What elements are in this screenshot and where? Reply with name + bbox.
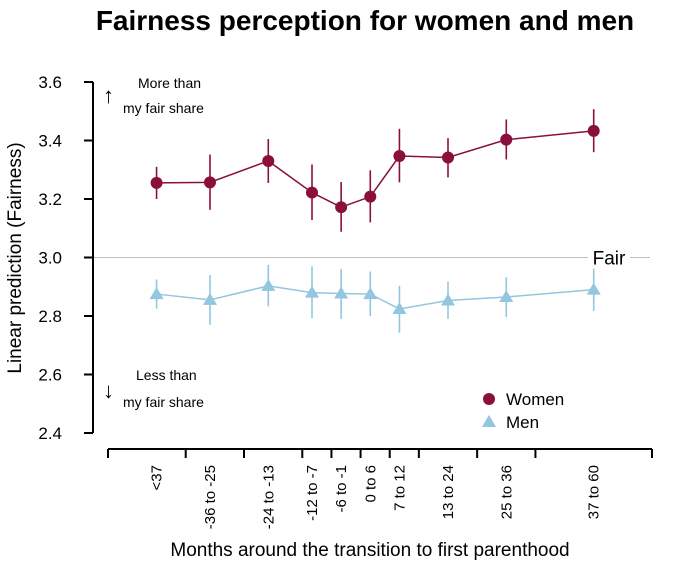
- chart-title: Fairness perception for women and men: [96, 5, 634, 36]
- x-tick-label: 37 to 60: [586, 465, 603, 519]
- y-tick-label: 2.8: [38, 307, 62, 326]
- upper-annotation-line2: my fair share: [123, 100, 204, 116]
- up-arrow-icon: ↑: [103, 83, 114, 108]
- lower-annotation: ↓ Less than my fair share: [103, 367, 204, 410]
- reference-layer: Fair: [93, 245, 650, 270]
- y-tick-label: 3.4: [38, 132, 62, 151]
- legend-marker-men: [482, 415, 496, 427]
- data-point: [364, 190, 377, 203]
- data-point: [262, 154, 275, 167]
- x-tick-label: 0 to 6: [362, 465, 379, 503]
- data-point: [335, 201, 348, 214]
- x-tick-label: 25 to 36: [498, 465, 515, 519]
- x-tick-label: 7 to 12: [391, 465, 408, 511]
- series-line-women: [156, 130, 594, 209]
- reference-label-background: [588, 245, 630, 270]
- legend-label-men: Men: [506, 413, 539, 432]
- y-axis-label: Linear prediction (Fairness): [5, 142, 26, 373]
- series-women: [150, 109, 600, 232]
- axes-layer: 2.4 2.6 2.8 3.0 3.2 3.4 3.6 <37 -36 to -25 -24 to…: [38, 73, 653, 529]
- legend-marker-women: [483, 393, 495, 405]
- data-point: [392, 301, 407, 314]
- y-tick-label: 3.0: [38, 249, 62, 268]
- data-point: [306, 186, 318, 199]
- x-tick-label: -6 to -1: [333, 465, 350, 513]
- upper-annotation-line1: More than: [138, 75, 201, 91]
- x-axis-label: Months around the transition to first pa…: [170, 540, 569, 561]
- data-point: [393, 150, 406, 163]
- x-tick-label: <37: [149, 465, 166, 490]
- data-point: [363, 287, 378, 300]
- lower-annotation-line1: Less than: [136, 367, 197, 383]
- y-tick-label: 3.6: [38, 73, 62, 92]
- data-point: [204, 176, 216, 189]
- data-point: [499, 289, 514, 302]
- x-tick-label: -36 to -25: [202, 465, 219, 529]
- down-arrow-icon: ↓: [103, 378, 114, 403]
- y-tick-label: 2.6: [38, 366, 62, 385]
- data-point: [150, 176, 163, 189]
- data-point: [587, 124, 600, 137]
- legend-label-women: Women: [506, 390, 564, 409]
- data-point: [305, 285, 319, 298]
- x-tick-label: -12 to -7: [304, 465, 321, 521]
- data-point: [203, 292, 217, 305]
- series-layer: [149, 109, 601, 333]
- x-tick-label: -24 to -13: [260, 465, 277, 529]
- data-point: [500, 133, 513, 146]
- data-point: [149, 287, 164, 300]
- y-tick-label: 2.4: [38, 424, 62, 443]
- x-tick-label: 13 to 24: [440, 465, 457, 519]
- series-line-men: [156, 285, 594, 310]
- data-point: [442, 151, 454, 164]
- upper-annotation: ↑ More than my fair share: [103, 75, 204, 116]
- data-point: [261, 278, 276, 291]
- legend: Women Men: [482, 390, 564, 432]
- data-point: [586, 282, 601, 295]
- data-point: [334, 286, 349, 299]
- y-tick-label: 3.2: [38, 190, 62, 209]
- data-point: [441, 293, 455, 306]
- reference-label-fair: Fair: [593, 249, 626, 270]
- lower-annotation-line2: my fair share: [123, 394, 204, 410]
- series-men: [149, 264, 601, 333]
